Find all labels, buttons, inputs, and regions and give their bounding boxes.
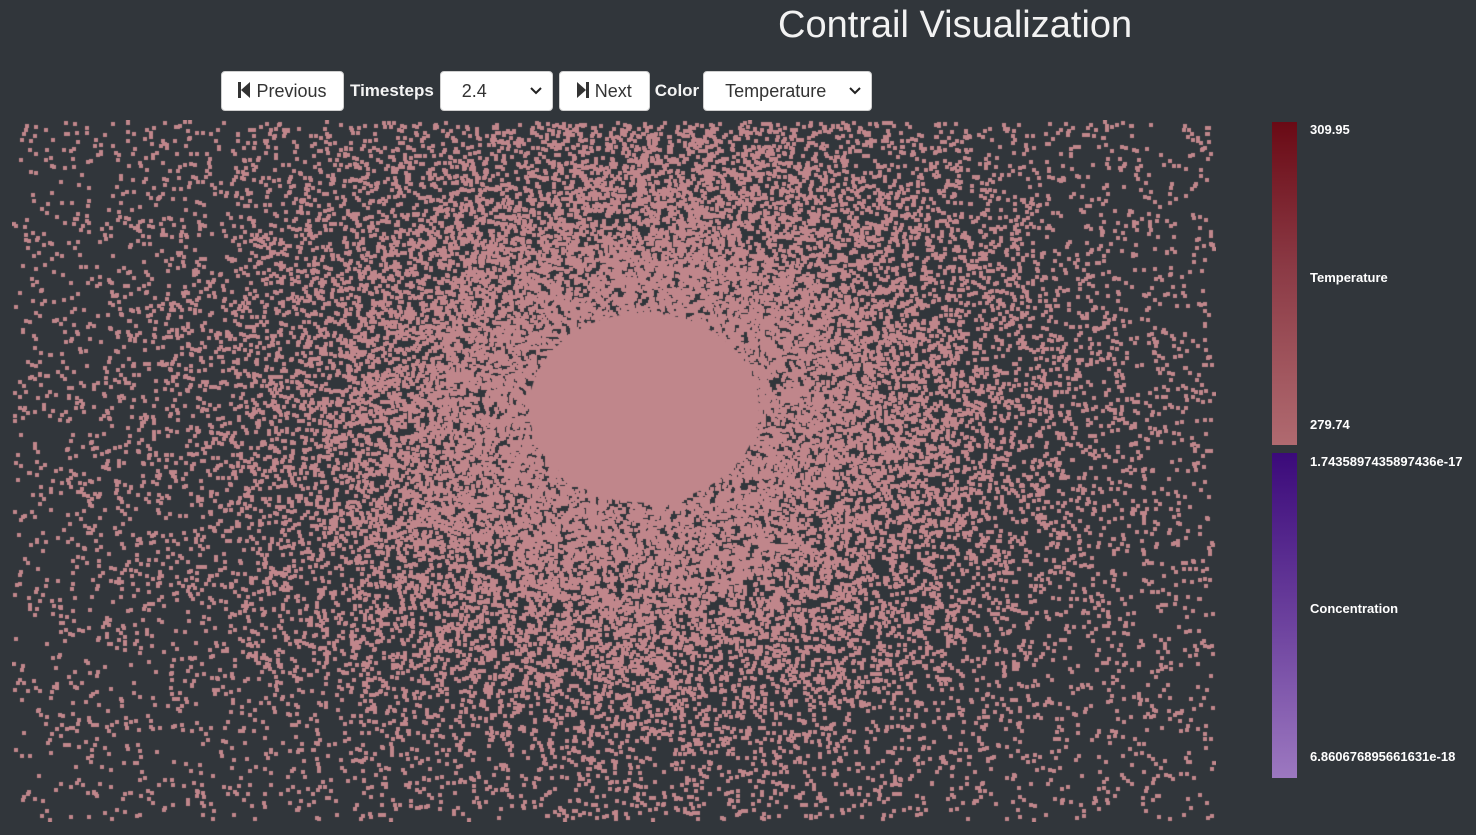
concentration-colorbar [1272, 453, 1297, 778]
page-title: Contrail Visualization [778, 4, 1133, 46]
concentration-max-label: 1.7435897435897436e-17 [1310, 454, 1463, 469]
skip-back-icon [238, 81, 251, 103]
next-button[interactable]: Next [558, 71, 650, 111]
previous-label: Previous [256, 80, 327, 101]
temperature-max-label: 309.95 [1310, 122, 1350, 137]
temperature-min-label: 279.74 [1310, 417, 1350, 432]
timestep-value: 2.4 [461, 80, 487, 101]
temperature-colorbar [1272, 122, 1297, 445]
color-value: Temperature [725, 80, 827, 101]
skip-forward-icon [576, 81, 589, 103]
chevron-down-icon [530, 84, 542, 98]
toolbar: Previous Timesteps 2.4 Next Color Temper… [221, 70, 873, 112]
temperature-label: Temperature [1310, 270, 1388, 285]
particle-plot-canvas[interactable] [12, 120, 1216, 822]
timestep-select[interactable]: 2.4 [439, 71, 553, 111]
color-select[interactable]: Temperature [703, 71, 873, 111]
concentration-min-label: 6.860676895661631e-18 [1310, 749, 1456, 764]
next-label: Next [594, 80, 632, 101]
chevron-down-icon [849, 84, 861, 98]
previous-button[interactable]: Previous [221, 71, 344, 111]
concentration-label: Concentration [1310, 601, 1399, 616]
timesteps-label: Timesteps [350, 81, 434, 100]
color-label: Color [654, 81, 700, 100]
